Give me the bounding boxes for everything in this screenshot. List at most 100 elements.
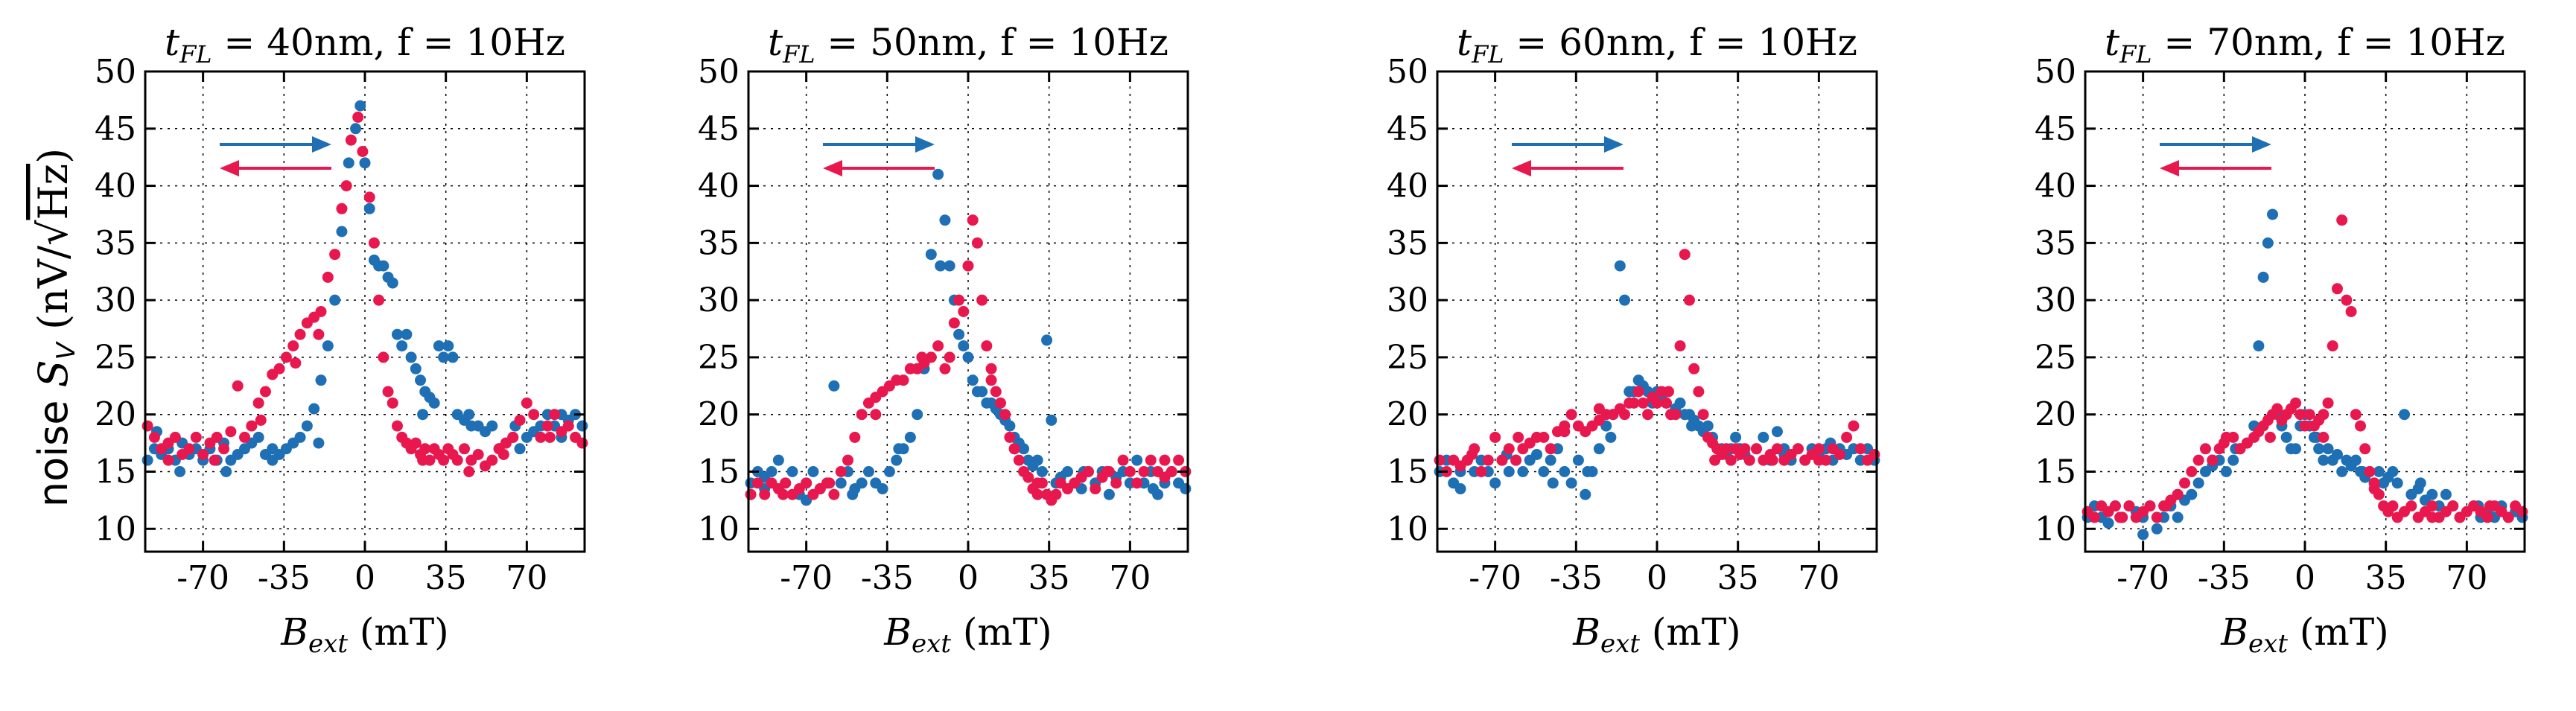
data-point [1725, 454, 1737, 466]
data-point [507, 431, 519, 443]
data-point [1848, 420, 1860, 432]
data-point [336, 226, 348, 237]
y-tick-label: 15 [2035, 453, 2076, 491]
data-point [962, 260, 974, 272]
panel-title: tFL = 40nm, f = 10Hz [165, 21, 565, 68]
data-point [472, 448, 484, 460]
data-point [1103, 488, 1115, 500]
x-tick-label: 70 [506, 559, 547, 597]
data-point [1628, 397, 1640, 409]
data-point [1489, 431, 1501, 443]
data-point [2373, 466, 2385, 477]
data-point [447, 351, 459, 363]
y-tick-label: 45 [95, 110, 136, 148]
data-point [985, 363, 997, 374]
data-point [1036, 466, 1048, 477]
data-point [2336, 466, 2348, 477]
data-point [2447, 500, 2459, 512]
sweep-up-arrowhead [1604, 136, 1623, 153]
data-point [343, 157, 354, 169]
data-point [220, 466, 232, 477]
data-point [141, 454, 153, 466]
data-point [2280, 431, 2292, 443]
data-point [1709, 454, 1721, 466]
data-point [2192, 477, 2204, 489]
data-point [1614, 260, 1626, 272]
data-point [410, 363, 422, 374]
data-point [415, 374, 427, 386]
data-point [1869, 448, 1880, 460]
data-point [451, 454, 463, 466]
data-point [162, 454, 174, 466]
data-point [1018, 443, 1030, 455]
data-point [438, 351, 450, 363]
data-point [1545, 454, 1556, 466]
x-tick-label: 70 [1109, 559, 1151, 597]
data-point [2271, 403, 2283, 415]
data-point [2123, 500, 2135, 512]
data-point [514, 414, 526, 426]
data-point [521, 397, 532, 409]
data-point [1766, 454, 1778, 466]
data-point [2207, 454, 2219, 466]
data-point [944, 351, 955, 363]
y-tick-label: 15 [698, 453, 740, 491]
data-point [935, 260, 947, 272]
data-point [1841, 431, 1853, 443]
data-point [1013, 454, 1025, 466]
data-point [1813, 454, 1825, 466]
y-tick-label: 40 [95, 168, 136, 205]
data-point [2405, 500, 2417, 512]
data-point [410, 437, 422, 449]
data-point [345, 134, 357, 146]
data-point [1771, 426, 1783, 438]
data-point [2220, 466, 2232, 477]
data-point [183, 443, 195, 455]
data-point [1165, 466, 1177, 477]
data-point [2172, 511, 2184, 523]
x-tick-label: 35 [1028, 559, 1070, 597]
data-point [759, 488, 771, 500]
data-point [322, 271, 334, 283]
data-point [2114, 511, 2126, 523]
data-point [1679, 249, 1691, 261]
data-point [1489, 477, 1501, 489]
data-point [2227, 431, 2239, 443]
panel-3: -70 -35 0 35 70 10 15 20 25 30 35 40 45 50 tFL = 60nm,… [1387, 21, 1880, 659]
data-point [1792, 443, 1804, 455]
data-point [287, 340, 299, 352]
data-point [932, 168, 944, 180]
data-point [373, 294, 385, 306]
data-point [1651, 397, 1663, 409]
data-point [1683, 294, 1695, 306]
data-point [2336, 214, 2348, 226]
data-point [1572, 454, 1584, 466]
data-point [340, 180, 352, 192]
data-point [2303, 409, 2315, 421]
data-point [2218, 437, 2230, 449]
data-point [2331, 448, 2343, 460]
data-point [2137, 529, 2149, 541]
data-point [1454, 483, 1466, 495]
y-tick-label: 10 [95, 510, 136, 548]
x-axis-label: Bext (mT) [1572, 610, 1740, 659]
data-point [944, 260, 955, 272]
data-point [1050, 488, 1062, 500]
data-point [948, 317, 960, 329]
data-point [218, 443, 230, 455]
data-point [2516, 506, 2528, 517]
data-point [1758, 431, 1769, 443]
data-point [357, 146, 369, 157]
data-point [967, 214, 979, 226]
data-point [1124, 466, 1136, 477]
data-point [1565, 477, 1577, 489]
data-point [751, 477, 763, 489]
data-point [252, 431, 264, 443]
data-point [2368, 483, 2380, 495]
panel-1: -70 -35 0 35 70 10 15 20 25 30 35 40 45 50 tFL = 40nm,… [95, 21, 588, 659]
series-sweep_down [2082, 214, 2528, 523]
data-point [958, 340, 970, 352]
data-point [1031, 488, 1043, 500]
series-sweep_down [745, 214, 1192, 506]
